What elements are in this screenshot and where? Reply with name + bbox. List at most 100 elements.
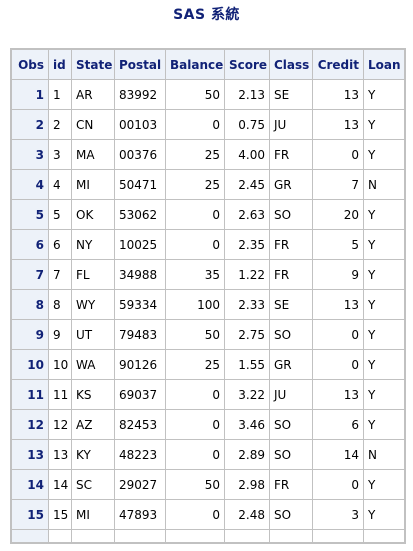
cell-credit: 0: [313, 350, 363, 379]
cell-id: 9: [49, 320, 71, 349]
cell-class: SE: [270, 80, 312, 109]
cell-obs: 3: [12, 140, 48, 169]
cell-id: 7: [49, 260, 71, 289]
cell-state: NY: [72, 230, 114, 259]
cell-id: 4: [49, 170, 71, 199]
column-header-balance: Balance: [166, 50, 224, 79]
cell-id: [49, 530, 71, 542]
table-row: 5 5 OK 53062 0 2.63 SO 20 Y: [12, 200, 404, 229]
cell-balance: 0: [166, 230, 224, 259]
cell-credit: 0: [313, 320, 363, 349]
cell-obs: 13: [12, 440, 48, 469]
cell-obs: 5: [12, 200, 48, 229]
cell-loan: Y: [364, 320, 404, 349]
table-row: 4 4 MI 50471 25 2.45 GR 7 N: [12, 170, 404, 199]
cell-balance: 0: [166, 110, 224, 139]
cell-loan: Y: [364, 110, 404, 139]
cell-postal: 00376: [115, 140, 165, 169]
report-title: SAS 系統: [173, 7, 240, 23]
cell-score: 1.22: [225, 260, 269, 289]
cell-obs: 4: [12, 170, 48, 199]
cell-state: CN: [72, 110, 114, 139]
cell-class: FR: [270, 470, 312, 499]
cell-state: WA: [72, 350, 114, 379]
cell-state: MI: [72, 500, 114, 529]
cell-obs: 14: [12, 470, 48, 499]
cell-class: FR: [270, 140, 312, 169]
table-row: 10 10 WA 90126 25 1.55 GR 0 Y: [12, 350, 404, 379]
cell-loan: Y: [364, 290, 404, 319]
cell-score: 4.00: [225, 140, 269, 169]
cell-class: SO: [270, 410, 312, 439]
cell-obs: [12, 530, 48, 542]
column-header-state: State: [72, 50, 114, 79]
cell-obs: 12: [12, 410, 48, 439]
cell-score: 2.33: [225, 290, 269, 319]
column-header-postal: Postal: [115, 50, 165, 79]
table-row-partial: [12, 530, 404, 542]
cell-balance: 0: [166, 380, 224, 409]
cell-class: JU: [270, 110, 312, 139]
cell-credit: 20: [313, 200, 363, 229]
cell-id: 5: [49, 200, 71, 229]
cell-state: KY: [72, 440, 114, 469]
cell-obs: 15: [12, 500, 48, 529]
column-header-loan: Loan: [364, 50, 404, 79]
cell-obs: 9: [12, 320, 48, 349]
cell-id: 10: [49, 350, 71, 379]
cell-state: UT: [72, 320, 114, 349]
cell-id: 14: [49, 470, 71, 499]
cell-class: SO: [270, 320, 312, 349]
cell-class: FR: [270, 230, 312, 259]
cell-credit: 13: [313, 80, 363, 109]
column-header-class: Class: [270, 50, 312, 79]
cell-postal: 82453: [115, 410, 165, 439]
cell-obs: 10: [12, 350, 48, 379]
cell-credit: 13: [313, 110, 363, 139]
cell-balance: 50: [166, 470, 224, 499]
table-row: 11 11 KS 69037 0 3.22 JU 13 Y: [12, 380, 404, 409]
cell-loan: Y: [364, 410, 404, 439]
cell-obs: 8: [12, 290, 48, 319]
cell-score: 2.75: [225, 320, 269, 349]
cell-balance: 25: [166, 170, 224, 199]
cell-credit: 7: [313, 170, 363, 199]
cell-loan: Y: [364, 140, 404, 169]
table-row: 15 15 MI 47893 0 2.48 SO 3 Y: [12, 500, 404, 529]
table-row: 1 1 AR 83992 50 2.13 SE 13 Y: [12, 80, 404, 109]
cell-score: 3.46: [225, 410, 269, 439]
cell-state: MA: [72, 140, 114, 169]
cell-id: 12: [49, 410, 71, 439]
cell-balance: 25: [166, 350, 224, 379]
data-table: Obs id State Postal Balance Score Class …: [10, 48, 406, 544]
table-row: 14 14 SC 29027 50 2.98 FR 0 Y: [12, 470, 404, 499]
cell-postal: 48223: [115, 440, 165, 469]
cell-state: KS: [72, 380, 114, 409]
cell-postal: 47893: [115, 500, 165, 529]
cell-id: 3: [49, 140, 71, 169]
cell-id: 15: [49, 500, 71, 529]
cell-state: MI: [72, 170, 114, 199]
cell-state: OK: [72, 200, 114, 229]
cell-postal: 59334: [115, 290, 165, 319]
cell-score: 1.55: [225, 350, 269, 379]
cell-postal: [115, 530, 165, 542]
cell-loan: N: [364, 440, 404, 469]
cell-score: 2.35: [225, 230, 269, 259]
cell-obs: 7: [12, 260, 48, 289]
cell-postal: 90126: [115, 350, 165, 379]
cell-loan: Y: [364, 500, 404, 529]
cell-state: FL: [72, 260, 114, 289]
table-body: 1 1 AR 83992 50 2.13 SE 13 Y 2 2 CN 00103 0 0.75 JU 13 Y 3…: [12, 80, 404, 542]
cell-balance: 50: [166, 320, 224, 349]
cell-score: 2.45: [225, 170, 269, 199]
cell-state: WY: [72, 290, 114, 319]
cell-id: 6: [49, 230, 71, 259]
cell-state: [72, 530, 114, 542]
cell-credit: 9: [313, 260, 363, 289]
cell-id: 11: [49, 380, 71, 409]
table-row: 8 8 WY 59334 100 2.33 SE 13 Y: [12, 290, 404, 319]
cell-credit: 0: [313, 470, 363, 499]
cell-obs: 1: [12, 80, 48, 109]
cell-state: AZ: [72, 410, 114, 439]
